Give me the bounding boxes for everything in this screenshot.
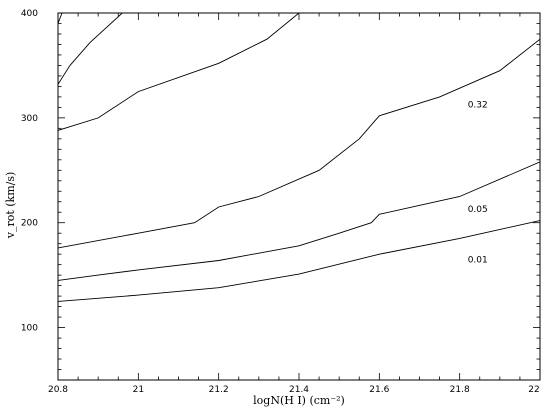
series-label: 0.32 bbox=[468, 100, 488, 110]
y-tick-label: 100 bbox=[21, 324, 38, 334]
series-line-unlabeled-5 bbox=[58, 13, 63, 24]
series-line-0-32 bbox=[58, 38, 540, 249]
x-axis-label: logN(H I) (cm⁻²) bbox=[253, 394, 345, 407]
x-tick-label: 21.2 bbox=[209, 385, 229, 395]
series-line-0-01 bbox=[58, 220, 540, 302]
x-tick-label: 20.8 bbox=[48, 385, 68, 395]
plot-frame bbox=[57, 12, 541, 381]
x-tick-label: 21.4 bbox=[289, 385, 309, 395]
series-label: 0.05 bbox=[468, 205, 488, 215]
y-axis-label: v_rot (km/s) bbox=[4, 172, 17, 240]
x-tick-label: 21.8 bbox=[450, 385, 470, 395]
y-tick-label: 400 bbox=[21, 9, 38, 19]
ticks bbox=[57, 12, 541, 380]
series-label: 0.01 bbox=[468, 256, 488, 266]
x-tick-label: 21 bbox=[133, 385, 144, 395]
x-tick-label: 22 bbox=[528, 385, 539, 395]
series-line-unlabeled-4 bbox=[58, 13, 123, 85]
tick-labels: 20.8 21 21.2 21.4 21.6 21.8 22 100 200 300 400 bbox=[21, 9, 540, 395]
series-line-0-05 bbox=[58, 161, 540, 281]
series-line-unlabeled-3 bbox=[58, 13, 300, 131]
y-tick-label: 300 bbox=[21, 114, 38, 124]
curve-labels: 0.01 0.05 0.32 bbox=[468, 100, 488, 265]
y-tick-label: 200 bbox=[21, 219, 38, 229]
curves bbox=[58, 13, 540, 302]
x-tick-label: 21.6 bbox=[369, 385, 389, 395]
